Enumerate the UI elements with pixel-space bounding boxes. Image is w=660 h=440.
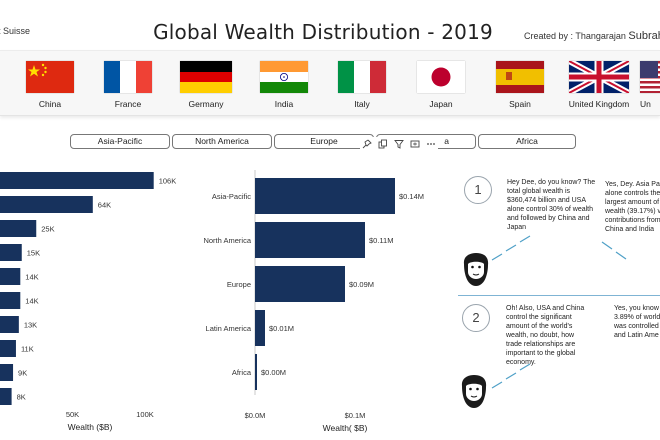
- expand-icon[interactable]: [410, 139, 420, 149]
- comic-panel-divider: [458, 295, 660, 296]
- japan-flag-icon: [417, 61, 465, 93]
- flag-label-france: France: [114, 99, 142, 109]
- country-bar-label: 64K: [98, 201, 111, 210]
- comic-panel-2-left-text: Oh! Also, USA and China control the sign…: [506, 305, 585, 366]
- region-bar-label: $0.09M: [349, 280, 374, 289]
- country-bar[interactable]: [0, 388, 12, 405]
- region-bar-label: $0.01M: [269, 324, 294, 333]
- credit-prefix: Created by : Thangarajan: [524, 31, 626, 41]
- region-button-north-america[interactable]: North America: [172, 134, 272, 149]
- flag-item-germany[interactable]: Germany: [166, 61, 246, 109]
- country-bar-label: 15K: [27, 249, 40, 258]
- flag-label-spain: Spain: [509, 99, 531, 109]
- country-bar[interactable]: [0, 196, 93, 213]
- region-bar[interactable]: [255, 354, 257, 390]
- flag-item-usa[interactable]: Un: [640, 61, 660, 109]
- source-text: t Suisse: [0, 26, 31, 36]
- flag-label-united-kingdom: United Kingdom: [568, 99, 630, 109]
- country-flag-slicer: China France Germany India: [0, 50, 660, 116]
- region-bar[interactable]: [255, 178, 395, 214]
- region-category-label: Africa: [232, 368, 252, 377]
- italy-flag-icon: [338, 61, 386, 93]
- comic-panel-2-number: 2: [462, 304, 490, 332]
- more-options-icon[interactable]: [426, 139, 436, 149]
- region-button-africa[interactable]: Africa: [478, 134, 576, 149]
- country-bar-label: 11K: [21, 345, 34, 354]
- flag-label-china: China: [38, 99, 62, 109]
- copy-icon[interactable]: [378, 139, 388, 149]
- country-bar[interactable]: [0, 292, 21, 309]
- country-bar[interactable]: [0, 340, 16, 357]
- credit-name: Subrahmanian: [628, 30, 660, 42]
- region-x-tick: $0.1M: [345, 411, 366, 420]
- country-bar[interactable]: [0, 364, 14, 381]
- region-wealth-chart-svg: Asia-Pacific $0.14M North America $0.11M Eur…: [203, 170, 424, 433]
- region-bar-label: $0.11M: [369, 236, 393, 245]
- character-face-icon: [463, 253, 489, 286]
- country-bar[interactable]: [0, 220, 37, 237]
- region-bar[interactable]: [255, 310, 265, 346]
- flag-item-china[interactable]: China: [10, 61, 90, 109]
- country-x-axis-title: Wealth ($B): [68, 422, 113, 432]
- region-category-label: North America: [203, 236, 251, 245]
- dashboard-title: Global Wealth Distribution - 2019: [153, 20, 493, 44]
- speech-dashes-2: [601, 241, 627, 260]
- region-bar-label: $0.00M: [261, 368, 286, 377]
- country-bar-label: 8K: [17, 393, 26, 402]
- region-bar[interactable]: [255, 266, 345, 302]
- flag-label-india: India: [274, 99, 294, 109]
- flag-item-france[interactable]: France: [88, 61, 168, 109]
- region-button-europe[interactable]: Europe: [274, 134, 374, 149]
- region-category-label: Asia-Pacific: [212, 192, 251, 201]
- country-x-tick: 100K: [136, 410, 154, 419]
- region-category-label: Latin America: [206, 324, 252, 333]
- comic-panel-1-number: 1: [464, 176, 492, 204]
- region-x-tick: $0.0M: [245, 411, 266, 420]
- country-bar-label: 106K: [159, 177, 177, 186]
- country-bar-label: 9K: [18, 369, 27, 378]
- country-bar[interactable]: [0, 244, 22, 261]
- speech-dashes-3: [491, 363, 531, 389]
- flag-item-united-kingdom[interactable]: United Kingdom: [559, 61, 639, 109]
- country-bar[interactable]: [0, 316, 19, 333]
- china-flag-icon: [26, 61, 74, 93]
- uk-flag-icon: [569, 61, 629, 93]
- country-bar-label: 13K: [24, 321, 37, 330]
- country-bar-label: 14K: [25, 297, 38, 306]
- region-category-label: Europe: [227, 280, 251, 289]
- country-bar-label: 14K: [25, 273, 38, 282]
- germany-flag-icon: [180, 61, 232, 93]
- region-button-asia-pacific[interactable]: Asia-Pacific: [70, 134, 170, 149]
- usa-flag-icon: [640, 61, 660, 93]
- flag-item-spain[interactable]: Spain: [480, 61, 560, 109]
- region-x-axis-title: Wealth( $B): [323, 423, 368, 433]
- region-bar[interactable]: [255, 222, 365, 258]
- comic-panel-1-right-text: Yes, Dey. Asia Paci alone controls the l…: [605, 181, 660, 233]
- india-flag-icon: [260, 61, 308, 93]
- flag-item-india[interactable]: India: [244, 61, 324, 109]
- filter-icon[interactable]: [394, 139, 404, 149]
- france-flag-icon: [104, 61, 152, 93]
- region-bar-label: $0.14M: [399, 192, 424, 201]
- flag-item-italy[interactable]: Italy: [322, 61, 402, 109]
- spain-flag-icon: [496, 61, 544, 93]
- author-credit: Created by : Thangarajan Subrahmanian: [524, 30, 660, 42]
- country-bar-label: 25K: [41, 225, 54, 234]
- country-x-tick: 50K: [66, 410, 79, 419]
- character-face-icon-2: [461, 375, 487, 408]
- speech-dashes-1: [491, 235, 531, 261]
- flag-label-italy: Italy: [354, 99, 370, 109]
- country-bar[interactable]: [0, 172, 154, 189]
- flag-label-germany: Germany: [188, 99, 224, 109]
- flag-label-japan: Japan: [429, 99, 453, 109]
- visual-toolbar: [360, 137, 438, 151]
- comic-panel-2-right-text: Yes, you know 3.89% of world was control…: [614, 305, 660, 339]
- flag-label-usa: Un: [640, 99, 651, 109]
- flag-item-japan[interactable]: Japan: [401, 61, 481, 109]
- comic-panel-1-left-text: Hey Dee, do you know? The total global w…: [507, 179, 596, 231]
- country-wealth-chart-svg: 106K 64K 25K 15K 14K 14K 13K 11K 9K 8K 50K 100K Weal…: [0, 172, 177, 432]
- country-bar[interactable]: [0, 268, 21, 285]
- pin-icon[interactable]: [362, 139, 372, 149]
